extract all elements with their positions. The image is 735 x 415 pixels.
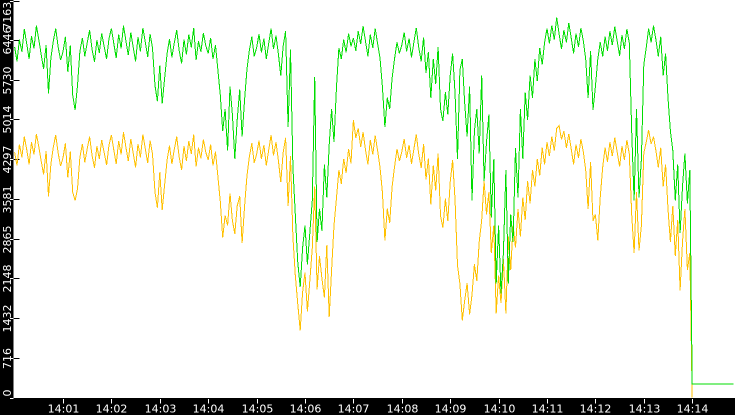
x-tick-label: 14:04 bbox=[193, 403, 225, 415]
y-tick-label: 6446 bbox=[1, 27, 14, 55]
x-tick-label: 14:05 bbox=[242, 403, 274, 415]
y-tick-label: 716 bbox=[1, 348, 14, 369]
x-axis-band bbox=[0, 398, 735, 415]
y-tick-label: 7163 bbox=[1, 2, 14, 30]
x-tick-label: 14:07 bbox=[338, 403, 370, 415]
x-tick-label: 14:08 bbox=[387, 403, 419, 415]
x-tick-label: 14:01 bbox=[48, 403, 80, 415]
x-tick-label: 14:03 bbox=[145, 403, 177, 415]
y-tick-label: 2148 bbox=[1, 265, 14, 293]
x-tick-label: 14:09 bbox=[435, 403, 467, 415]
x-tick-label: 14:11 bbox=[532, 403, 564, 415]
series-orange-line bbox=[14, 119, 693, 398]
x-tick-label: 14:14 bbox=[677, 403, 709, 415]
y-tick-label: 4297 bbox=[1, 146, 14, 174]
x-tick-label: 14:02 bbox=[96, 403, 128, 415]
y-tick-label: 3581 bbox=[1, 186, 14, 214]
x-tick-label: 14:06 bbox=[290, 403, 322, 415]
y-axis-band bbox=[0, 0, 14, 415]
y-tick-label: 1432 bbox=[1, 305, 14, 333]
y-tick-label: 0 bbox=[1, 390, 14, 397]
y-tick-label: 5014 bbox=[1, 106, 14, 134]
y-tick-label: 2865 bbox=[1, 226, 14, 254]
x-tick-label: 14:12 bbox=[580, 403, 612, 415]
y-tick-label: 5730 bbox=[1, 67, 14, 95]
series-green-line bbox=[14, 17, 734, 385]
x-tick-label: 14:13 bbox=[629, 403, 661, 415]
x-tick-label: 14:10 bbox=[484, 403, 516, 415]
